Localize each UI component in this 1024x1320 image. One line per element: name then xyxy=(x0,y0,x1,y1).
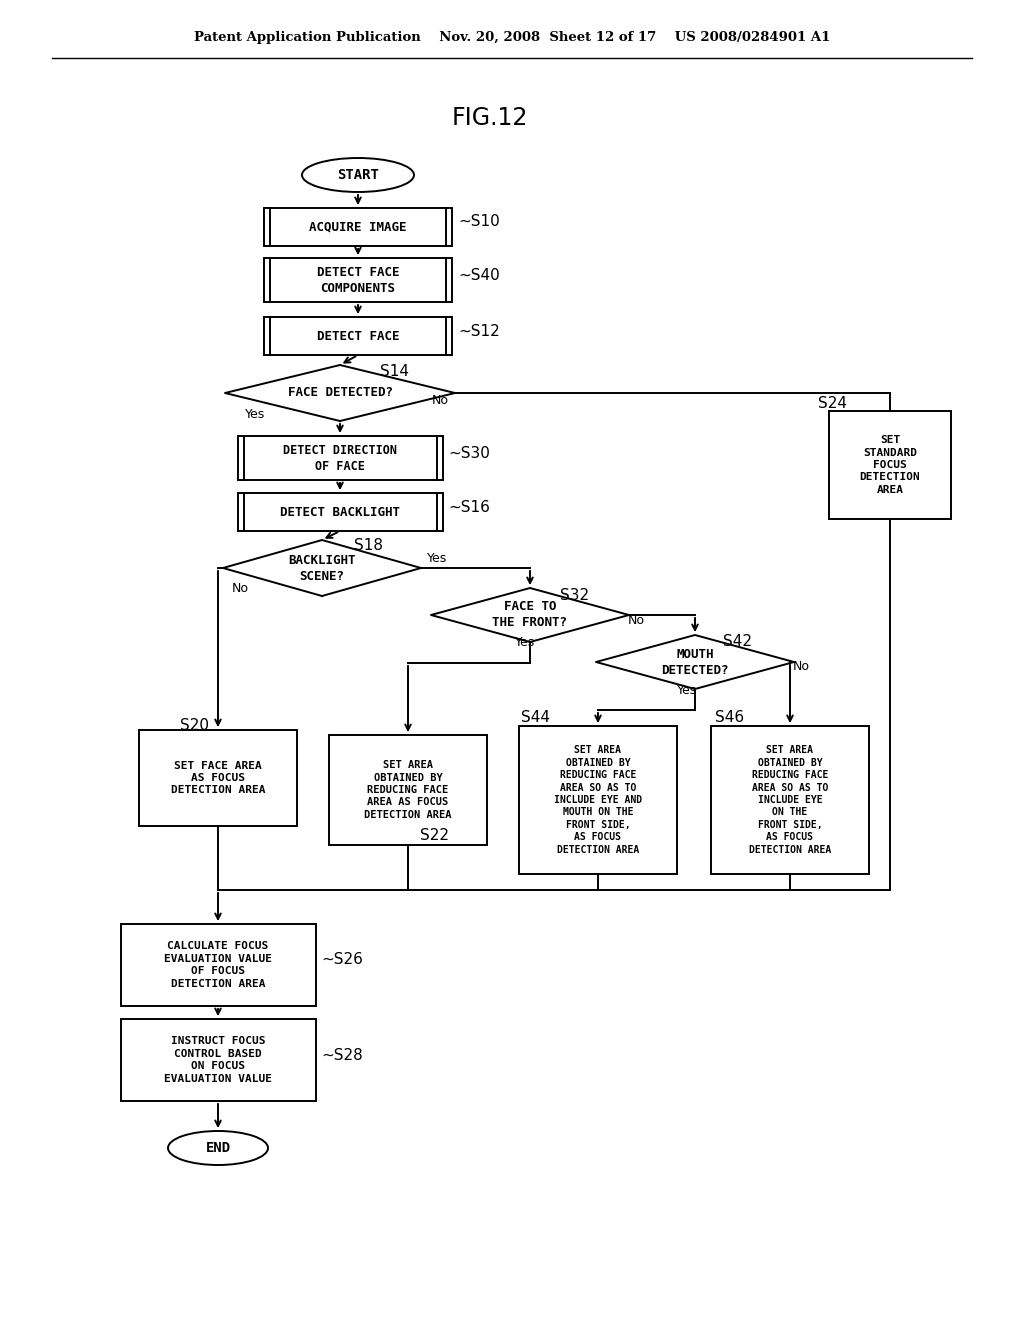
Bar xyxy=(264,209,452,246)
Text: ~S30: ~S30 xyxy=(449,446,489,461)
Text: SET AREA
OBTAINED BY
REDUCING FACE
AREA AS FOCUS
DETECTION AREA: SET AREA OBTAINED BY REDUCING FACE AREA … xyxy=(365,760,452,820)
Text: No: No xyxy=(432,395,449,408)
Text: Yes: Yes xyxy=(515,636,536,649)
Text: Yes: Yes xyxy=(245,408,265,421)
Text: ~S26: ~S26 xyxy=(321,953,362,968)
Text: SET AREA
OBTAINED BY
REDUCING FACE
AREA SO AS TO
INCLUDE EYE
ON THE
FRONT SIDE,
: SET AREA OBTAINED BY REDUCING FACE AREA … xyxy=(749,746,831,854)
Text: ~S40: ~S40 xyxy=(458,268,500,282)
Text: FACE DETECTED?: FACE DETECTED? xyxy=(288,387,392,400)
Text: Yes: Yes xyxy=(677,684,697,697)
Bar xyxy=(121,924,315,1006)
Bar xyxy=(829,411,951,519)
Text: DETECT DIRECTION
OF FACE: DETECT DIRECTION OF FACE xyxy=(283,444,397,473)
Text: S18: S18 xyxy=(354,539,383,553)
Text: ~S10: ~S10 xyxy=(458,214,500,230)
Bar xyxy=(238,492,442,531)
Text: END: END xyxy=(206,1140,230,1155)
Text: S22: S22 xyxy=(420,828,449,842)
Text: SET AREA
OBTAINED BY
REDUCING FACE
AREA SO AS TO
INCLUDE EYE AND
MOUTH ON THE
FR: SET AREA OBTAINED BY REDUCING FACE AREA … xyxy=(554,746,642,854)
Text: DETECT FACE
COMPONENTS: DETECT FACE COMPONENTS xyxy=(316,265,399,294)
Text: Yes: Yes xyxy=(427,552,447,565)
Text: FIG.12: FIG.12 xyxy=(452,106,528,129)
Bar xyxy=(264,257,452,302)
Text: INSTRUCT FOCUS
CONTROL BASED
ON FOCUS
EVALUATION VALUE: INSTRUCT FOCUS CONTROL BASED ON FOCUS EV… xyxy=(164,1036,272,1084)
Text: FACE TO
THE FRONT?: FACE TO THE FRONT? xyxy=(493,601,567,630)
Bar xyxy=(329,735,487,845)
Text: S32: S32 xyxy=(560,587,589,602)
Bar xyxy=(238,436,442,480)
Text: SET FACE AREA
AS FOCUS
DETECTION AREA: SET FACE AREA AS FOCUS DETECTION AREA xyxy=(171,760,265,796)
Text: S24: S24 xyxy=(818,396,847,411)
Text: ~S12: ~S12 xyxy=(458,323,500,338)
Bar xyxy=(139,730,297,826)
Text: ~S16: ~S16 xyxy=(449,499,489,515)
Text: MOUTH
DETECTED?: MOUTH DETECTED? xyxy=(662,648,729,676)
Text: DETECT FACE: DETECT FACE xyxy=(316,330,399,342)
Text: S14: S14 xyxy=(380,363,409,379)
Bar xyxy=(264,317,452,355)
Text: S46: S46 xyxy=(715,710,744,726)
Text: No: No xyxy=(793,660,810,673)
Text: S44: S44 xyxy=(521,710,550,726)
Text: S20: S20 xyxy=(180,718,209,734)
Bar xyxy=(519,726,677,874)
Text: Patent Application Publication    Nov. 20, 2008  Sheet 12 of 17    US 2008/02849: Patent Application Publication Nov. 20, … xyxy=(194,32,830,45)
Text: CALCULATE FOCUS
EVALUATION VALUE
OF FOCUS
DETECTION AREA: CALCULATE FOCUS EVALUATION VALUE OF FOCU… xyxy=(164,941,272,989)
Text: BACKLIGHT
SCENE?: BACKLIGHT SCENE? xyxy=(288,553,355,582)
Bar xyxy=(711,726,869,874)
Bar xyxy=(121,1019,315,1101)
Text: SET
STANDARD
FOCUS
DETECTION
AREA: SET STANDARD FOCUS DETECTION AREA xyxy=(859,436,921,495)
Text: START: START xyxy=(337,168,379,182)
Text: S42: S42 xyxy=(723,635,752,649)
Text: No: No xyxy=(232,582,249,594)
Text: ACQUIRE IMAGE: ACQUIRE IMAGE xyxy=(309,220,407,234)
Text: DETECT BACKLIGHT: DETECT BACKLIGHT xyxy=(280,506,400,519)
Text: No: No xyxy=(628,614,645,627)
Text: ~S28: ~S28 xyxy=(321,1048,362,1063)
